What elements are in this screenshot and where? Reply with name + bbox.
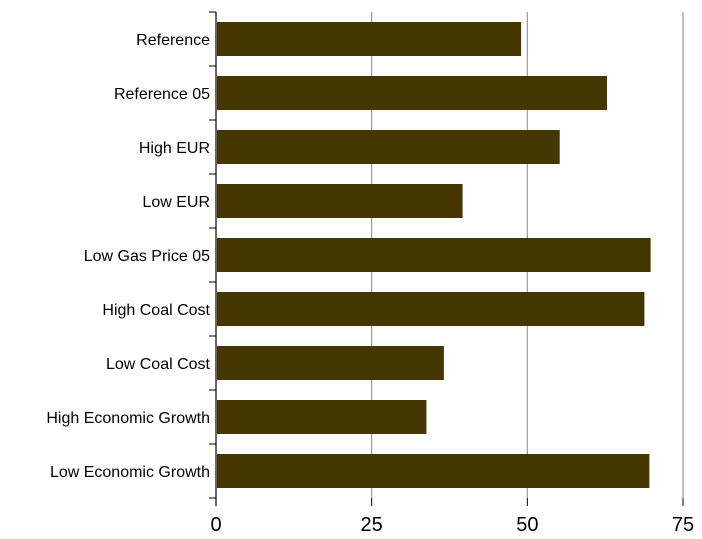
category-label: High Coal Cost: [102, 302, 210, 319]
axes: [209, 11, 684, 506]
category-label: Low EUR: [142, 194, 210, 211]
x-tick-label: 0: [210, 514, 221, 536]
category-label: Reference: [136, 32, 210, 49]
x-axis-ticks: [215, 498, 684, 506]
bar-high-eur: [217, 130, 560, 164]
bar-high-economic-growth: [217, 400, 427, 434]
bar-reference: [217, 22, 522, 56]
bar-low-eur: [217, 184, 463, 218]
category-labels: Reference Reference 05 High EUR Low EUR Low …: [46, 32, 210, 481]
y-axis-ticks: [209, 11, 216, 499]
x-tick-label: 75: [672, 514, 694, 536]
category-label: Reference 05: [114, 86, 210, 103]
bar-low-gas-price-05: [217, 238, 651, 272]
bar-low-economic-growth: [217, 454, 650, 488]
x-tick-label: 25: [361, 514, 383, 536]
category-label: High Economic Growth: [46, 410, 210, 427]
category-label: Low Coal Cost: [106, 356, 211, 373]
category-label: Low Gas Price 05: [84, 248, 210, 265]
bar-high-coal-cost: [217, 292, 645, 326]
bar-low-coal-cost: [217, 346, 444, 380]
x-tick-label: 50: [516, 514, 538, 536]
category-label: High EUR: [139, 140, 210, 157]
category-label: Low Economic Growth: [50, 464, 210, 481]
bars: [217, 22, 651, 488]
x-tick-labels: 0 25 50 75: [210, 514, 694, 536]
bar-reference-05: [217, 76, 608, 110]
